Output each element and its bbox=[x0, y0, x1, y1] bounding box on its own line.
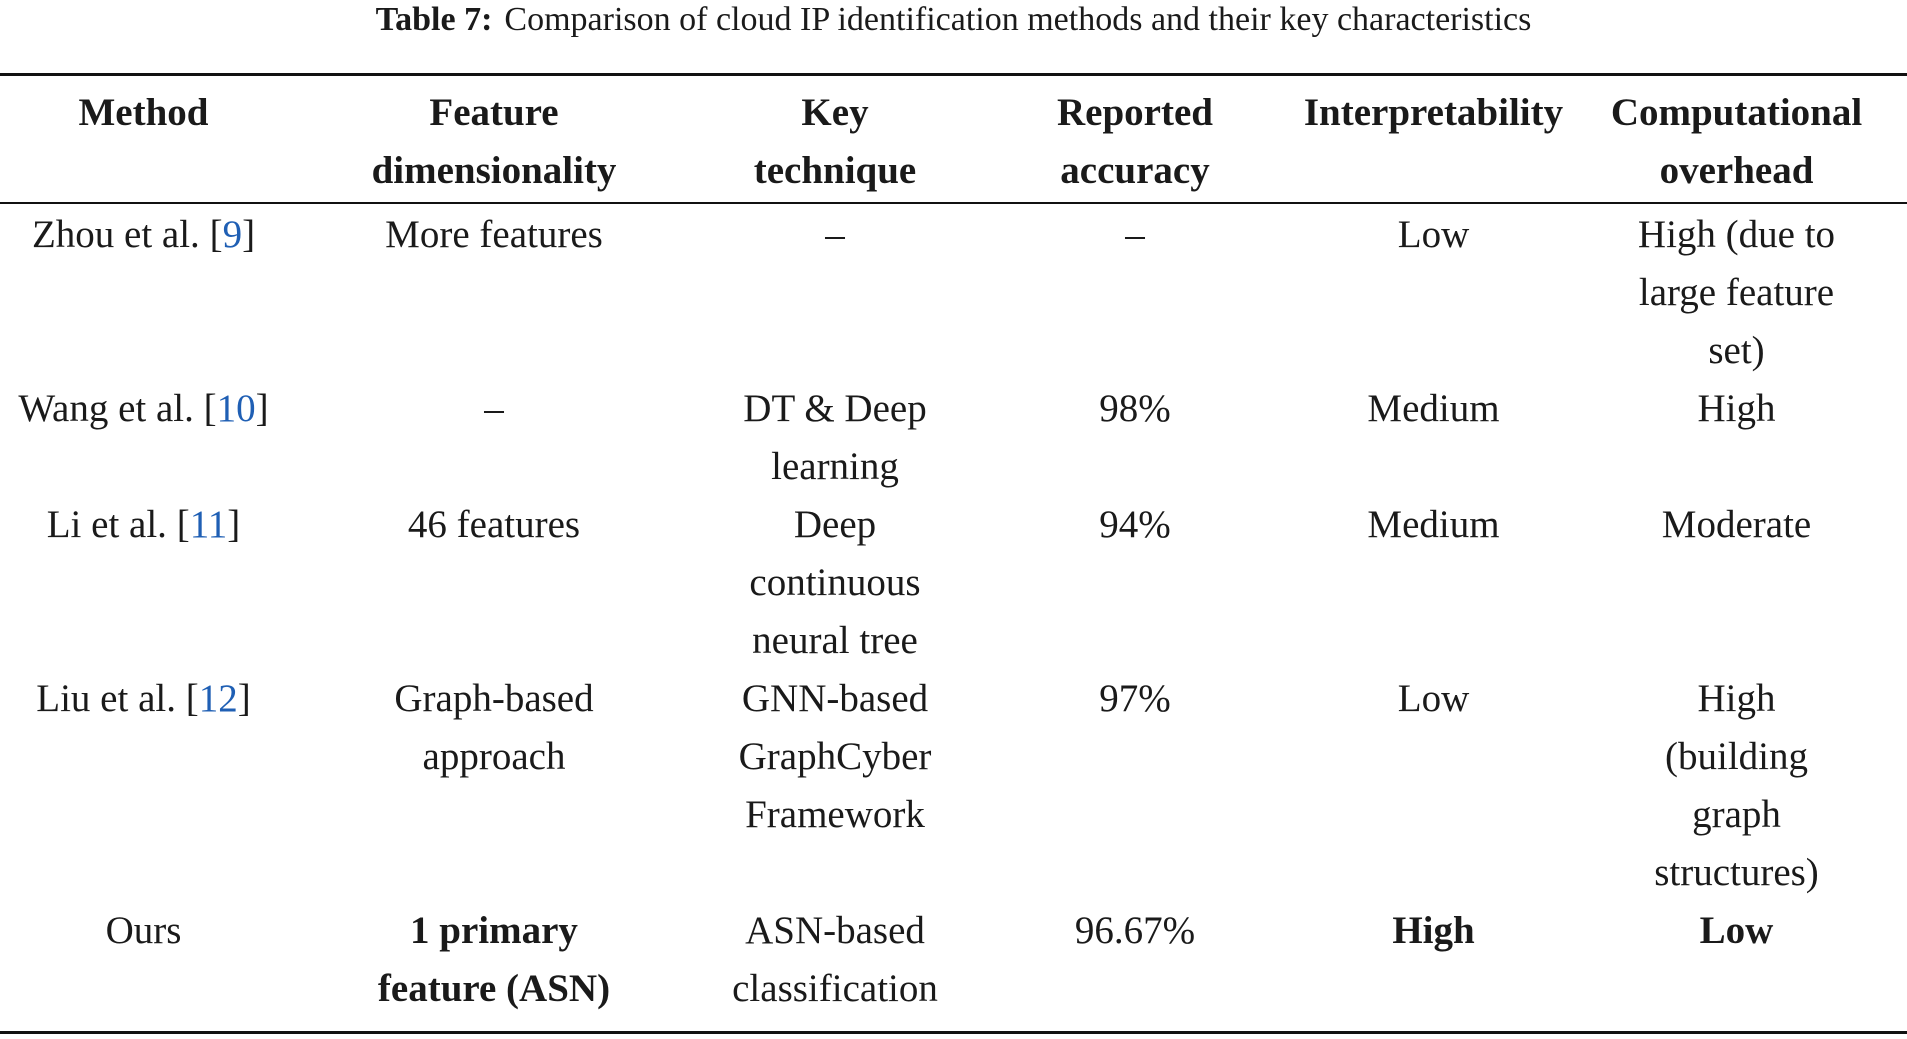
cell-feature: – bbox=[484, 387, 504, 430]
cell-technique: Deep continuous neural tree bbox=[749, 503, 921, 662]
cell-interpretability: High bbox=[1392, 909, 1475, 952]
cell-overhead: Low bbox=[1699, 909, 1774, 952]
cell-accuracy: 98% bbox=[1099, 387, 1171, 430]
cell-accuracy: 97% bbox=[1099, 677, 1171, 720]
header-row: Method Feature dimensionality Key techniqu… bbox=[0, 76, 1907, 202]
citation-link[interactable]: 10 bbox=[216, 387, 256, 430]
cell-method: Ours bbox=[105, 909, 182, 952]
cell-feature: 46 features bbox=[407, 503, 581, 546]
cell-accuracy: – bbox=[1125, 213, 1145, 256]
cell-interpretability: Low bbox=[1397, 213, 1470, 256]
cell-technique: DT & Deep learning bbox=[743, 387, 927, 488]
cell-overhead: High (due to large feature set) bbox=[1637, 213, 1836, 372]
table-row: Zhou et al. [9] More features – – Low Hi… bbox=[0, 202, 1907, 380]
cell-interpretability: Low bbox=[1397, 677, 1470, 720]
cell-technique: – bbox=[825, 213, 845, 256]
table-row: Liu et al. [12] Graph-based approach GNN-… bbox=[0, 670, 1907, 902]
caption-text: Comparison of cloud IP identification me… bbox=[504, 1, 1532, 38]
header-reported-accuracy: Reported accuracy bbox=[1057, 91, 1213, 192]
cell-feature: Graph-based approach bbox=[394, 677, 594, 778]
cell-method: Li et al. [11] bbox=[46, 503, 241, 546]
citation-link[interactable]: 9 bbox=[222, 213, 243, 256]
table-row: Li et al. [11] 46 features Deep continuou… bbox=[0, 496, 1907, 670]
cell-accuracy: 96.67% bbox=[1074, 909, 1196, 952]
cell-overhead: Moderate bbox=[1661, 503, 1812, 546]
cell-overhead: High (building graph structures) bbox=[1654, 677, 1819, 894]
caption-label: Table 7: bbox=[375, 1, 493, 38]
header-interpretability: Interpretability bbox=[1303, 91, 1564, 134]
citation-link[interactable]: 12 bbox=[198, 677, 238, 720]
table-row: Wang et al. [10] – DT & Deep learning 98%… bbox=[0, 380, 1907, 496]
cell-overhead: High bbox=[1697, 387, 1776, 430]
bottom-rule bbox=[0, 1031, 1907, 1034]
comparison-table: Method Feature dimensionality Key techniqu… bbox=[0, 76, 1907, 1018]
cell-interpretability: Medium bbox=[1367, 387, 1500, 430]
cell-interpretability: Medium bbox=[1367, 503, 1500, 546]
cell-technique: ASN-based classification bbox=[732, 909, 938, 1010]
cell-technique: GNN-based GraphCyber Framework bbox=[738, 677, 932, 836]
cell-feature: More features bbox=[385, 213, 603, 256]
header-key-technique: Key technique bbox=[753, 91, 917, 192]
top-rule bbox=[0, 73, 1907, 76]
header-feature-dimensionality: Feature dimensionality bbox=[371, 91, 617, 192]
cell-method: Zhou et al. [9] bbox=[31, 213, 256, 256]
cell-method: Liu et al. [12] bbox=[36, 677, 251, 720]
citation-link[interactable]: 11 bbox=[189, 503, 228, 546]
cell-method: Wang et al. [10] bbox=[18, 387, 269, 430]
cell-feature: 1 primary feature (ASN) bbox=[377, 909, 611, 1010]
cell-accuracy: 94% bbox=[1099, 503, 1171, 546]
header-computational-overhead: Computational overhead bbox=[1610, 91, 1863, 192]
header-rule bbox=[0, 202, 1907, 204]
table-caption: Table 7: Comparison of cloud IP identific… bbox=[0, 0, 1907, 40]
header-method: Method bbox=[78, 91, 209, 134]
table-row-ours: Ours 1 primary feature (ASN) ASN-based cla… bbox=[0, 902, 1907, 1018]
